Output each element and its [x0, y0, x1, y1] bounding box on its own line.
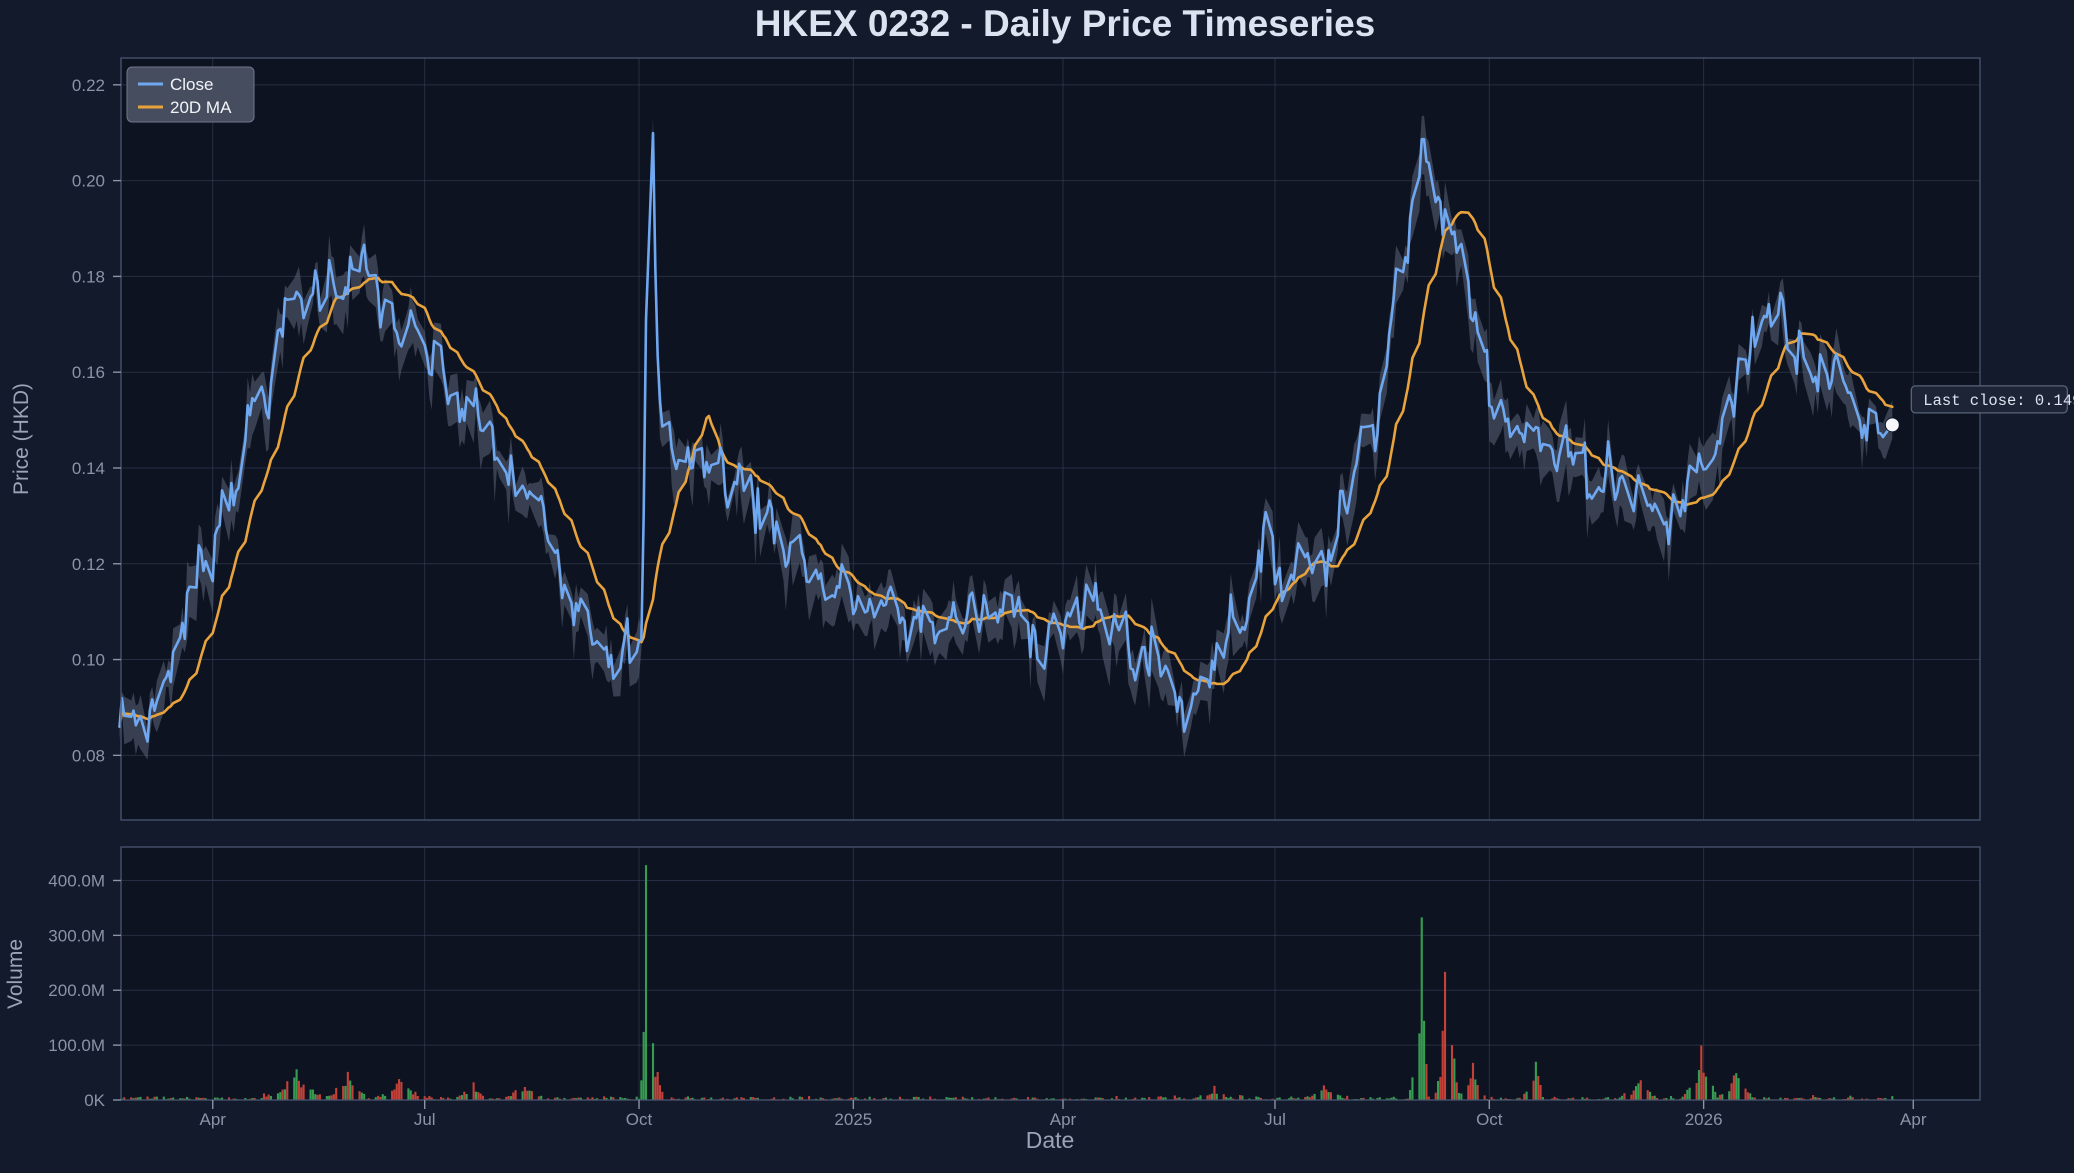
- svg-text:20D MA: 20D MA: [170, 98, 232, 117]
- svg-text:0.22: 0.22: [72, 76, 105, 95]
- svg-text:Jul: Jul: [1264, 1110, 1286, 1129]
- svg-text:100.0M: 100.0M: [48, 1036, 105, 1055]
- svg-text:0.10: 0.10: [72, 651, 105, 670]
- svg-text:Close: Close: [170, 75, 213, 94]
- svg-text:0.20: 0.20: [72, 172, 105, 191]
- svg-text:Jul: Jul: [414, 1110, 436, 1129]
- svg-text:Last close: 0.149: Last close: 0.149: [1923, 392, 2074, 410]
- svg-text:300.0M: 300.0M: [48, 926, 105, 945]
- svg-text:HKEX 0232 - Daily Price Timese: HKEX 0232 - Daily Price Timeseries: [755, 3, 1375, 44]
- svg-text:Volume: Volume: [4, 939, 27, 1009]
- svg-text:Date: Date: [1026, 1127, 1075, 1153]
- svg-text:400.0M: 400.0M: [48, 871, 105, 890]
- svg-text:0.12: 0.12: [72, 555, 105, 574]
- svg-text:Oct: Oct: [1476, 1110, 1503, 1129]
- svg-text:2026: 2026: [1685, 1110, 1723, 1129]
- svg-text:Price (HKD): Price (HKD): [10, 383, 33, 495]
- svg-text:Oct: Oct: [626, 1110, 653, 1129]
- svg-text:0.08: 0.08: [72, 746, 105, 765]
- svg-text:0K: 0K: [84, 1091, 105, 1110]
- svg-text:0.14: 0.14: [72, 459, 105, 478]
- svg-text:2025: 2025: [834, 1110, 872, 1129]
- svg-text:0.18: 0.18: [72, 267, 105, 286]
- svg-text:Apr: Apr: [1900, 1110, 1927, 1129]
- svg-text:Apr: Apr: [199, 1110, 226, 1129]
- svg-text:0.16: 0.16: [72, 363, 105, 382]
- svg-text:200.0M: 200.0M: [48, 981, 105, 1000]
